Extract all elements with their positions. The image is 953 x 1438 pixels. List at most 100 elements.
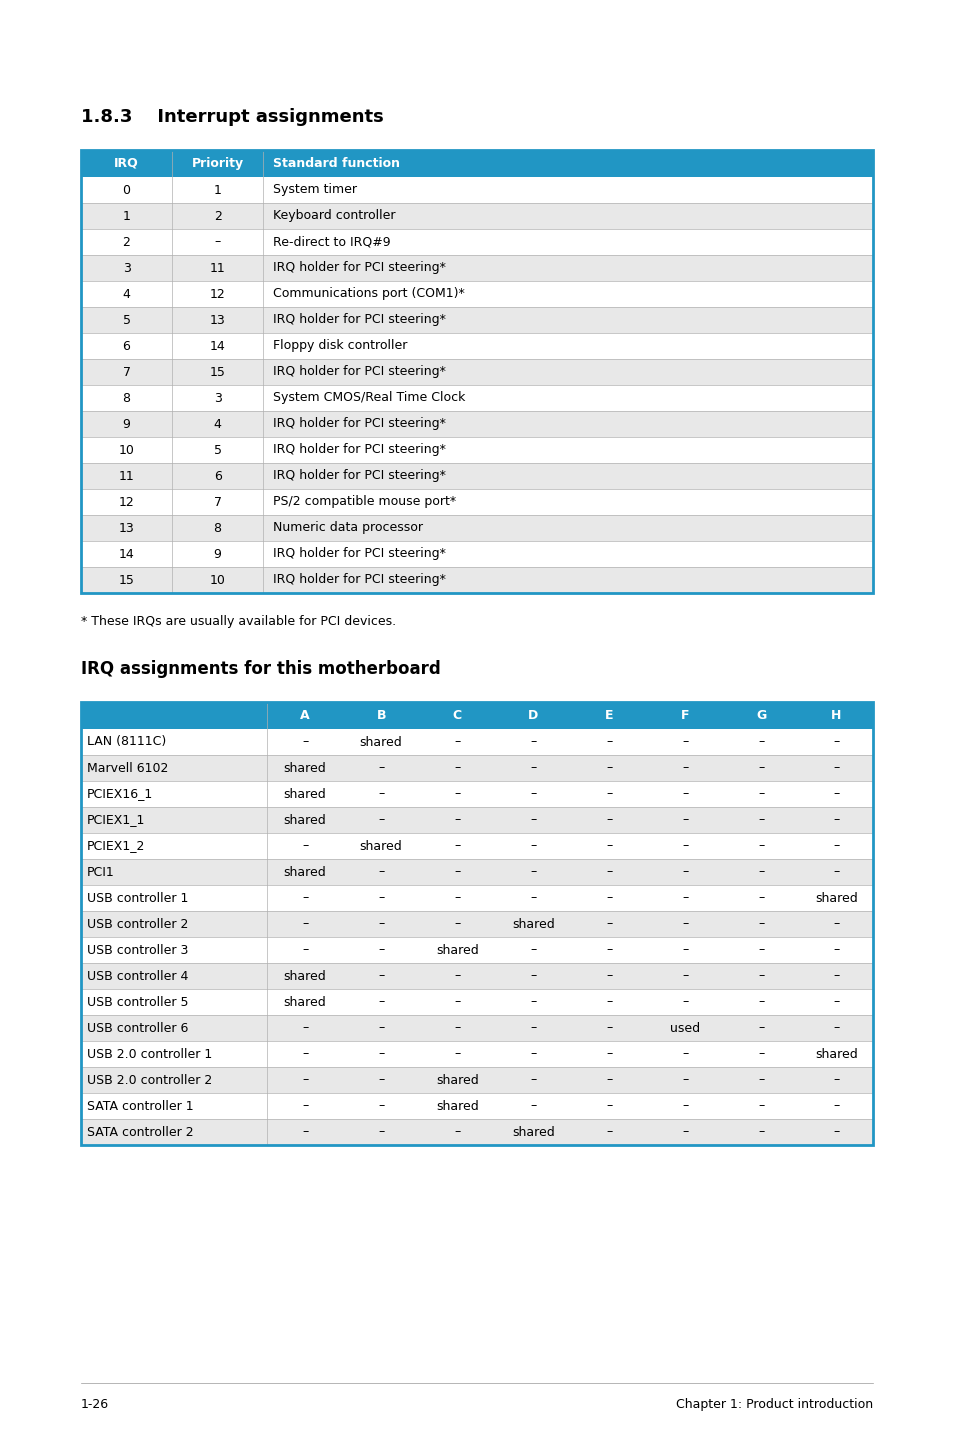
Bar <box>81 177 872 203</box>
Text: IRQ holder for PCI steering*: IRQ holder for PCI steering* <box>273 469 446 483</box>
Text: –: – <box>832 1100 839 1113</box>
Text: 2: 2 <box>123 236 131 249</box>
Text: A: A <box>300 709 310 722</box>
Text: –: – <box>832 1126 839 1139</box>
Bar <box>81 884 872 912</box>
Text: Floppy disk controller: Floppy disk controller <box>273 339 407 352</box>
Text: 6: 6 <box>213 469 221 483</box>
Text: USB controller 6: USB controller 6 <box>87 1021 188 1034</box>
Text: USB 2.0 controller 1: USB 2.0 controller 1 <box>87 1047 212 1060</box>
Text: –: – <box>454 840 460 853</box>
Text: –: – <box>758 788 763 801</box>
Text: shared: shared <box>359 735 402 749</box>
Text: –: – <box>454 892 460 905</box>
Text: –: – <box>377 892 384 905</box>
Text: –: – <box>302 840 308 853</box>
Text: shared: shared <box>436 943 478 956</box>
Text: IRQ holder for PCI steering*: IRQ holder for PCI steering* <box>273 417 446 430</box>
Text: –: – <box>454 917 460 930</box>
Text: 3: 3 <box>123 262 131 275</box>
Bar <box>81 702 872 1145</box>
Text: –: – <box>530 762 536 775</box>
Bar <box>81 858 872 884</box>
Text: USB controller 2: USB controller 2 <box>87 917 188 930</box>
Text: –: – <box>681 788 688 801</box>
Bar <box>81 1093 872 1119</box>
Text: –: – <box>832 969 839 982</box>
Text: –: – <box>758 1047 763 1060</box>
Text: Communications port (COM1)*: Communications port (COM1)* <box>273 288 464 301</box>
Text: Keyboard controller: Keyboard controller <box>273 210 395 223</box>
Text: –: – <box>605 866 612 879</box>
Text: 3: 3 <box>213 391 221 404</box>
Text: shared: shared <box>512 917 554 930</box>
Text: –: – <box>530 814 536 827</box>
Bar <box>81 833 872 858</box>
Text: –: – <box>758 1021 763 1034</box>
Text: 15: 15 <box>118 574 134 587</box>
Text: shared: shared <box>283 995 326 1008</box>
Text: –: – <box>377 1021 384 1034</box>
Text: 8: 8 <box>213 522 221 535</box>
Text: –: – <box>832 1074 839 1087</box>
Text: –: – <box>832 762 839 775</box>
Text: –: – <box>530 840 536 853</box>
Bar <box>81 938 872 963</box>
Text: –: – <box>758 762 763 775</box>
Text: 1-26: 1-26 <box>81 1398 109 1411</box>
Text: shared: shared <box>814 1047 857 1060</box>
Text: –: – <box>758 969 763 982</box>
Text: –: – <box>605 1047 612 1060</box>
Text: –: – <box>302 917 308 930</box>
Text: –: – <box>681 1126 688 1139</box>
Bar <box>81 150 872 177</box>
Text: E: E <box>604 709 613 722</box>
Text: G: G <box>756 709 765 722</box>
Text: 11: 11 <box>118 469 134 483</box>
Text: –: – <box>377 1074 384 1087</box>
Text: PCI1: PCI1 <box>87 866 114 879</box>
Text: –: – <box>832 866 839 879</box>
Text: 0: 0 <box>122 184 131 197</box>
Text: –: – <box>530 943 536 956</box>
Bar <box>81 203 872 229</box>
Text: –: – <box>605 762 612 775</box>
Text: shared: shared <box>436 1100 478 1113</box>
Text: –: – <box>377 1100 384 1113</box>
Text: shared: shared <box>436 1074 478 1087</box>
Text: –: – <box>605 1021 612 1034</box>
Text: –: – <box>605 735 612 749</box>
Text: B: B <box>376 709 386 722</box>
Text: 9: 9 <box>213 548 221 561</box>
Text: LAN (8111C): LAN (8111C) <box>87 735 166 749</box>
Text: –: – <box>530 969 536 982</box>
Text: IRQ holder for PCI steering*: IRQ holder for PCI steering* <box>273 313 446 326</box>
Text: IRQ assignments for this motherboard: IRQ assignments for this motherboard <box>81 660 440 677</box>
Text: –: – <box>454 814 460 827</box>
Bar <box>81 463 872 489</box>
Text: –: – <box>758 735 763 749</box>
Text: Marvell 6102: Marvell 6102 <box>87 762 168 775</box>
Text: –: – <box>605 943 612 956</box>
Text: –: – <box>605 995 612 1008</box>
Text: –: – <box>681 892 688 905</box>
Text: –: – <box>681 762 688 775</box>
Text: –: – <box>758 917 763 930</box>
Text: 4: 4 <box>123 288 131 301</box>
Text: H: H <box>830 709 841 722</box>
Bar <box>81 567 872 592</box>
Bar <box>81 306 872 334</box>
Text: –: – <box>377 1047 384 1060</box>
Text: –: – <box>302 943 308 956</box>
Text: –: – <box>832 943 839 956</box>
Text: –: – <box>377 943 384 956</box>
Text: IRQ holder for PCI steering*: IRQ holder for PCI steering* <box>273 262 446 275</box>
Bar <box>81 489 872 515</box>
Text: –: – <box>530 1074 536 1087</box>
Bar <box>81 541 872 567</box>
Text: Re-direct to IRQ#9: Re-direct to IRQ#9 <box>273 236 391 249</box>
Text: USB controller 4: USB controller 4 <box>87 969 188 982</box>
Bar <box>81 515 872 541</box>
Bar <box>81 989 872 1015</box>
Text: IRQ holder for PCI steering*: IRQ holder for PCI steering* <box>273 443 446 456</box>
